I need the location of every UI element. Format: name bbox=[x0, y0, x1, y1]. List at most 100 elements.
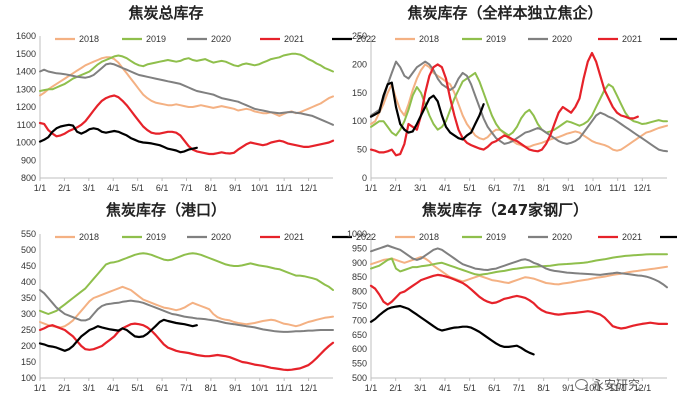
y-tick-label: 500 bbox=[21, 245, 36, 255]
x-tick-label: 1/1 bbox=[365, 383, 378, 393]
x-tick-label: 4/1 bbox=[439, 383, 452, 393]
legend-label-2021: 2021 bbox=[622, 34, 642, 44]
x-tick-label: 9/1 bbox=[229, 183, 242, 193]
series-line-2022 bbox=[38, 318, 198, 352]
y-tick-label: 1500 bbox=[16, 49, 36, 59]
x-tick-label: 7/1 bbox=[513, 183, 526, 193]
y-tick-label: 150 bbox=[352, 88, 367, 98]
series-line-2020 bbox=[39, 289, 334, 333]
x-tick-label: 3/1 bbox=[414, 383, 427, 393]
x-tick-label: 6/1 bbox=[488, 383, 501, 393]
y-tick-label: 750 bbox=[352, 301, 367, 311]
legend-label-2022: 2022 bbox=[356, 232, 376, 242]
series-line-2018 bbox=[370, 63, 668, 152]
y-tick-label: 250 bbox=[352, 31, 367, 41]
watermark-text: 永安研究 bbox=[592, 378, 641, 392]
x-tick-label: 12/1 bbox=[634, 183, 652, 193]
legend-label-2020: 2020 bbox=[211, 232, 231, 242]
x-tick-label: 5/1 bbox=[463, 183, 476, 193]
x-tick-label: 11/1 bbox=[276, 383, 293, 393]
x-tick-label: 1/1 bbox=[34, 383, 47, 393]
x-tick-label: 8/1 bbox=[205, 183, 218, 193]
series-line-2020 bbox=[370, 60, 668, 153]
legend-label-2018: 2018 bbox=[79, 34, 99, 44]
y-tick-label: 1300 bbox=[16, 84, 36, 94]
y-tick-label: 1100 bbox=[17, 120, 36, 130]
legend-label-2019: 2019 bbox=[486, 232, 506, 242]
series-line-2021 bbox=[38, 94, 335, 156]
series-line-2022 bbox=[369, 81, 485, 141]
x-tick-label: 10/1 bbox=[584, 183, 602, 193]
wechat-icon bbox=[575, 379, 588, 390]
y-tick-label: 1400 bbox=[16, 67, 36, 77]
chart-title: 焦炭总库存 bbox=[127, 4, 203, 22]
chart-title: 焦炭库存（全样本独立焦企） bbox=[406, 4, 602, 22]
y-tick-label: 250 bbox=[21, 325, 36, 335]
legend-label-2021: 2021 bbox=[284, 232, 304, 242]
y-tick-label: 850 bbox=[352, 272, 367, 282]
x-tick-label: 8/1 bbox=[537, 383, 550, 393]
legend-label-2019: 2019 bbox=[146, 232, 166, 242]
series-line-2022 bbox=[369, 304, 535, 356]
chart-title: 焦炭库存（港口） bbox=[105, 201, 226, 219]
x-tick-label: 6/1 bbox=[156, 383, 169, 393]
y-tick-label: 550 bbox=[21, 229, 36, 239]
watermark: 永安研究 bbox=[575, 376, 640, 393]
y-tick-label: 0 bbox=[362, 173, 367, 183]
y-tick-label: 950 bbox=[352, 243, 367, 253]
series-line-2019 bbox=[370, 71, 668, 137]
series-line-2019 bbox=[39, 52, 334, 92]
x-tick-label: 12/1 bbox=[300, 383, 318, 393]
chart-panel-2: 焦炭库存（全样本独立焦企） 0 50 100 150 200 250 1/1 2/1 3/1 4/1… bbox=[352, 4, 677, 193]
y-tick-label: 900 bbox=[352, 258, 367, 268]
series-line-2020 bbox=[370, 244, 668, 289]
series-line-2022 bbox=[38, 123, 198, 154]
x-tick-label: 2/1 bbox=[58, 183, 71, 193]
y-tick-label: 900 bbox=[21, 155, 36, 165]
x-tick-label: 9/1 bbox=[562, 383, 575, 393]
y-tick-label: 600 bbox=[352, 344, 367, 354]
y-tick-label: 100 bbox=[21, 373, 36, 383]
legend-label-2022: 2022 bbox=[356, 34, 376, 44]
x-tick-label: 1/1 bbox=[34, 183, 47, 193]
series-line-2021 bbox=[369, 51, 639, 157]
y-tick-label: 100 bbox=[352, 116, 367, 126]
legend-label-2021: 2021 bbox=[284, 34, 304, 44]
x-tick-label: 7/1 bbox=[513, 383, 526, 393]
x-tick-label: 9/1 bbox=[229, 383, 242, 393]
y-tick-label: 200 bbox=[352, 59, 367, 69]
x-tick-label: 3/1 bbox=[83, 383, 96, 393]
x-tick-label: 2/1 bbox=[389, 383, 402, 393]
legend-label-2021: 2021 bbox=[622, 232, 642, 242]
y-tick-label: 1000 bbox=[16, 138, 36, 148]
x-tick-label: 8/1 bbox=[205, 383, 218, 393]
chart-panel-3: 焦炭库存（港口） 100 150 200 250 300 350 400 450 500 550 1/… bbox=[21, 201, 376, 393]
series-line-2018 bbox=[370, 256, 668, 286]
legend-label-2019: 2019 bbox=[486, 34, 506, 44]
y-tick-label: 800 bbox=[352, 287, 367, 297]
x-tick-label: 9/1 bbox=[562, 183, 575, 193]
series-line-2018 bbox=[39, 285, 334, 329]
x-tick-label: 10/1 bbox=[584, 383, 602, 393]
x-tick-label: 10/1 bbox=[251, 183, 269, 193]
y-tick-label: 200 bbox=[21, 341, 36, 351]
x-tick-label: 4/1 bbox=[439, 183, 452, 193]
x-tick-label: 2/1 bbox=[58, 383, 71, 393]
series-line-2019 bbox=[370, 253, 668, 276]
x-tick-label: 11/1 bbox=[609, 183, 626, 193]
legend-label-2018: 2018 bbox=[79, 232, 99, 242]
x-tick-label: 12/1 bbox=[300, 183, 318, 193]
y-tick-label: 350 bbox=[21, 293, 36, 303]
legend-label-2019: 2019 bbox=[146, 34, 166, 44]
x-tick-label: 5/1 bbox=[131, 183, 144, 193]
y-tick-label: 150 bbox=[21, 357, 36, 367]
x-tick-label: 6/1 bbox=[156, 183, 169, 193]
x-tick-label: 5/1 bbox=[131, 383, 144, 393]
legend-label-2020: 2020 bbox=[211, 34, 231, 44]
y-tick-label: 800 bbox=[21, 173, 36, 183]
x-tick-label: 6/1 bbox=[488, 183, 501, 193]
series-line-2019 bbox=[39, 252, 334, 315]
y-tick-label: 650 bbox=[352, 330, 367, 340]
x-tick-label: 10/1 bbox=[251, 383, 269, 393]
series-line-2021 bbox=[369, 273, 669, 330]
